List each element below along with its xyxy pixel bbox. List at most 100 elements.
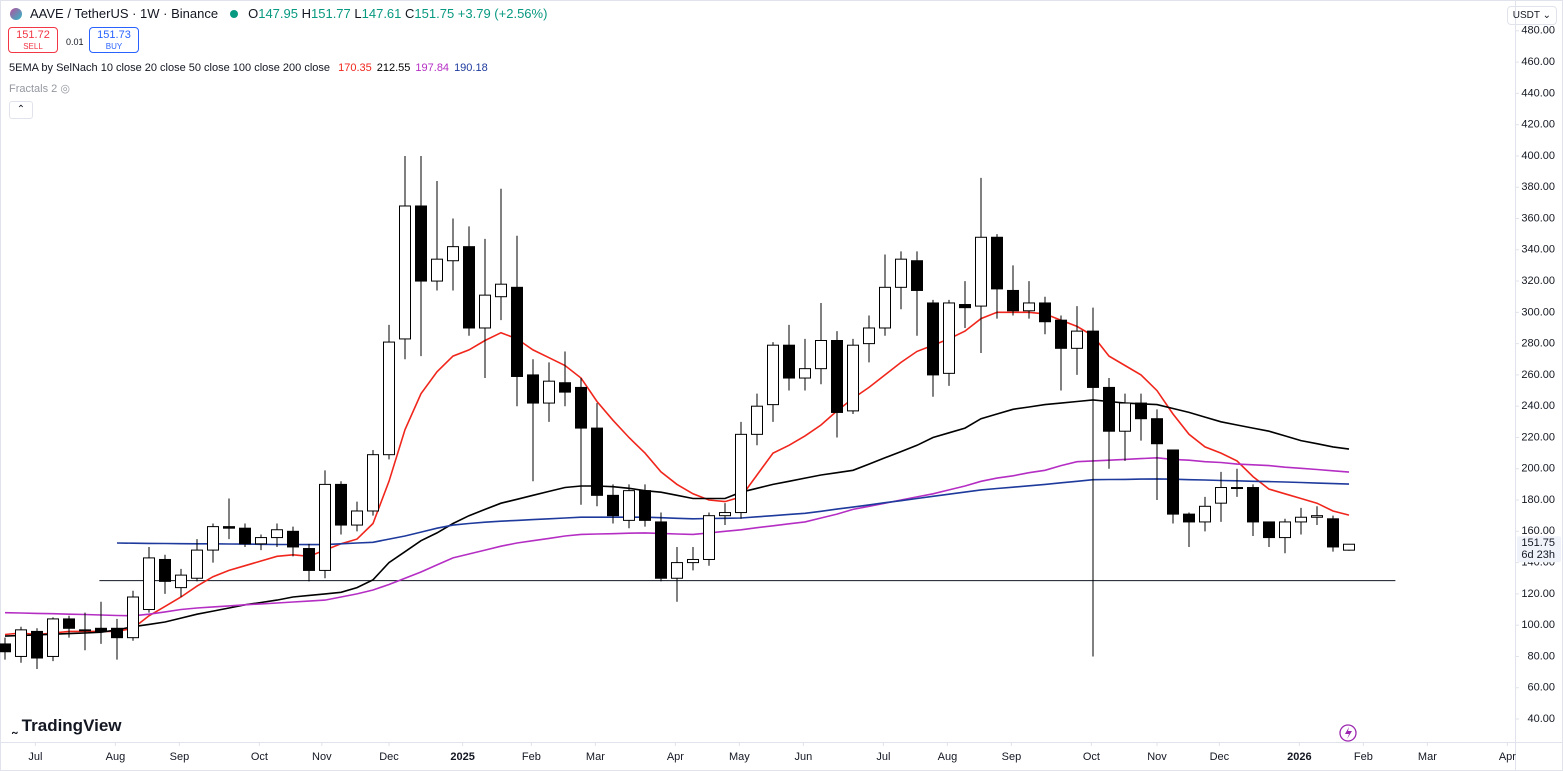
indicator-label: Fractals 2	[9, 83, 58, 95]
indicator-legend[interactable]: 5EMA by SelNach 10 close 20 close 50 clo…	[9, 62, 488, 74]
sell-label: SELL	[23, 42, 43, 51]
indicator-value: 212.55	[376, 62, 411, 74]
ohlc-change: +3.79 (+2.56%)	[457, 6, 548, 21]
market-status	[230, 9, 239, 18]
candle-body	[447, 246, 459, 262]
candle-body	[879, 286, 891, 329]
candle-body	[399, 205, 411, 340]
currency: USDT	[1512, 10, 1540, 21]
candle-body	[191, 549, 203, 579]
indicator-legend[interactable]: Fractals 2 ◎	[9, 83, 70, 95]
candle-body	[735, 433, 747, 514]
currency-button[interactable]: USDT ⌄	[1506, 6, 1557, 25]
x-tick-label: 2026	[1287, 751, 1311, 763]
ema-line	[116, 478, 1350, 546]
sell-button[interactable]: 151.72 SELL	[8, 27, 58, 53]
candle-body	[159, 558, 171, 582]
candle-body	[111, 627, 123, 639]
ohlc-prefix: L	[354, 6, 362, 21]
candle-body	[1007, 289, 1019, 312]
candle-body	[655, 521, 667, 579]
candle-body	[303, 548, 315, 571]
candle-body	[479, 294, 491, 329]
y-tick-label: 240.00	[1521, 400, 1555, 412]
candle-body	[271, 529, 283, 539]
x-tick-label: Oct	[251, 751, 268, 763]
buy-button[interactable]: 151.73 BUY	[89, 27, 139, 53]
y-tick-label: 160.00	[1521, 525, 1555, 537]
symbol[interactable]: AAVE / TetherUS · 1W · Binance	[30, 6, 219, 21]
collapse-button[interactable]: ⌃	[9, 101, 33, 119]
ohlc-prefix: O	[248, 6, 259, 21]
candle-body	[991, 236, 1003, 290]
buy-price: 151.73	[97, 29, 131, 41]
events-bolt	[1345, 727, 1352, 739]
candle-body	[143, 557, 155, 611]
ohlc: O147.95 H151.77 L147.61 C151.75 +3.79 (+…	[248, 6, 547, 21]
price-label: 151.75	[1521, 537, 1555, 549]
y-tick-label: 460.00	[1521, 56, 1555, 68]
brand: ˷ TradingView	[12, 716, 122, 736]
candle-body	[383, 341, 395, 456]
indicator-label: 5EMA by SelNach 10 close 20 close 50 clo…	[9, 62, 331, 74]
candle-body	[1247, 487, 1259, 523]
candle-body	[127, 596, 139, 639]
countdown: 6d 23h	[1521, 549, 1555, 561]
ohlc-value: 151.75	[414, 6, 455, 21]
candle-body	[239, 527, 251, 545]
candle-body	[1055, 319, 1067, 349]
y-tick-label: 280.00	[1521, 338, 1555, 350]
indicator-value: 197.84	[415, 62, 450, 74]
candle-body	[463, 246, 475, 329]
x-tick-label: Aug	[106, 751, 126, 763]
candle-body	[1151, 418, 1163, 445]
candle-body	[591, 427, 603, 496]
candle-body	[0, 643, 11, 653]
candle-body	[1343, 543, 1355, 551]
candle-body	[527, 374, 539, 404]
price-label-box	[1517, 536, 1561, 563]
brand-mark: ˷	[12, 716, 18, 735]
ema-line	[4, 311, 1350, 636]
events-icon[interactable]	[1339, 724, 1357, 742]
candle-body	[799, 368, 811, 379]
candle-body	[223, 526, 235, 529]
candle-body	[367, 454, 379, 512]
x-tick-label: Feb	[1354, 751, 1373, 763]
candle-body	[335, 483, 347, 526]
candle-body	[1167, 449, 1179, 515]
x-tick-label: Dec	[379, 751, 399, 763]
x-tick-label: Mar	[1418, 751, 1437, 763]
ohlc-prefix: C	[405, 6, 415, 21]
candle-body	[1135, 402, 1147, 420]
x-tick-label: Sep	[170, 751, 190, 763]
y-tick-label: 340.00	[1521, 244, 1555, 256]
candle-body	[783, 344, 795, 379]
indicator-value: 190.18	[454, 62, 488, 74]
ohlc-value: 147.61	[361, 6, 402, 21]
candle-body	[751, 405, 763, 435]
x-tick-label: Aug	[938, 751, 958, 763]
candle-body	[943, 302, 955, 374]
candle-body	[927, 302, 939, 376]
candle-body	[847, 344, 859, 412]
indicator-value: 170.35	[338, 62, 372, 74]
candle-body	[911, 260, 923, 291]
x-tick-label: Apr	[1499, 751, 1516, 763]
ohlc-value: 151.77	[311, 6, 351, 21]
y-tick-label: 300.00	[1521, 306, 1555, 318]
x-tick-label: Oct	[1083, 751, 1100, 763]
candle-body	[623, 490, 635, 521]
candle-body	[15, 629, 27, 657]
x-tick-label: Feb	[522, 751, 541, 763]
candle-body	[639, 490, 651, 521]
candle-body	[543, 380, 555, 404]
y-tick-label: 320.00	[1521, 275, 1555, 287]
sell-price: 151.72	[16, 29, 50, 41]
candle-body	[895, 258, 907, 288]
y-tick-label: 260.00	[1521, 369, 1555, 381]
candle-body	[351, 510, 363, 526]
y-tick-label: 180.00	[1521, 494, 1555, 506]
